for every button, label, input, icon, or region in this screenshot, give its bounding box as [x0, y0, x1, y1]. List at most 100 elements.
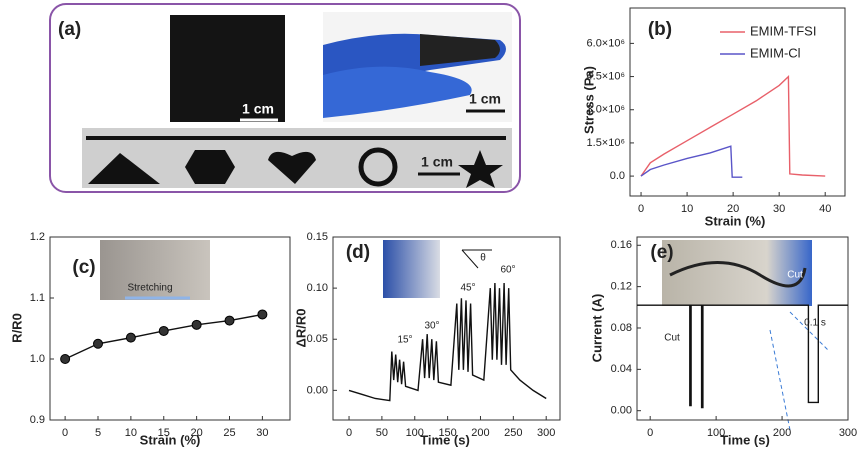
plot-frame [49, 236, 291, 421]
x-tick-label: 40 [819, 203, 831, 215]
annotation: Cut [787, 270, 803, 281]
y-axis-title: ΔR/R0 [293, 309, 308, 348]
annotation: 15° [397, 335, 412, 346]
x-tick-label: 200 [471, 427, 489, 439]
legend-label: EMIM-TFSI [750, 23, 816, 38]
inset-photo [100, 240, 210, 300]
y-tick-label: 6.0×10⁶ [587, 37, 625, 49]
panel-label: (e) [650, 242, 673, 263]
x-tick-label: 15 [158, 427, 170, 439]
y-tick-label: 0.9 [30, 414, 45, 426]
x-tick-label: 0 [647, 427, 653, 439]
inset-photo [662, 240, 812, 306]
y-tick-label: 1.0 [30, 353, 45, 365]
legend-label: EMIM-Cl [750, 45, 801, 60]
y-tick-label: 0.00 [611, 405, 632, 417]
shape [268, 151, 316, 184]
x-tick-label: 20 [727, 203, 739, 215]
x-tick-label: 10 [681, 203, 693, 215]
zoom-line [789, 311, 829, 351]
shape [358, 147, 398, 187]
panel-label: (b) [648, 19, 672, 40]
x-axis-title: Time (s) [720, 432, 770, 447]
annotation: 60° [500, 265, 515, 276]
x-axis-title: Time (s) [420, 432, 470, 447]
y-tick-label: 1.2 [30, 231, 45, 243]
data-point [60, 354, 71, 364]
data-line [637, 304, 848, 409]
x-tick-label: 50 [376, 427, 388, 439]
data-line [640, 145, 743, 178]
x-tick-label: 150 [438, 427, 456, 439]
data-point [158, 325, 169, 336]
y-tick-label: 0.08 [611, 322, 632, 334]
annotation: Stretching [127, 283, 172, 294]
y-tick-label: 0.0 [610, 170, 625, 182]
panel-label: (a) [58, 19, 81, 40]
data-point [257, 309, 268, 320]
plot-frame [332, 236, 561, 421]
inset-photo [383, 240, 440, 298]
y-tick-label: 0.15 [307, 231, 328, 243]
y-tick-label: 0.05 [307, 333, 328, 345]
x-axis-title: Strain (%) [140, 432, 201, 447]
x-tick-label: 200 [773, 427, 791, 439]
annotation: Cut [664, 333, 680, 344]
annotation: θ [480, 253, 486, 264]
data-line [348, 282, 547, 402]
y-axis-title: Current (A) [589, 294, 604, 363]
data-point [224, 315, 235, 326]
y-tick-label: 0.10 [307, 282, 328, 294]
x-tick-label: 0 [638, 203, 644, 215]
x-tick-label: 100 [707, 427, 725, 439]
scale-label: 1 cm [421, 154, 453, 170]
data-line [640, 74, 826, 177]
x-tick-label: 30 [773, 203, 785, 215]
shape [458, 150, 503, 188]
shape [185, 150, 235, 184]
data-point [191, 319, 202, 330]
x-tick-label: 10 [125, 427, 137, 439]
data-point [93, 338, 103, 349]
x-tick-label: 5 [95, 427, 101, 439]
annotation: 0.1 s [804, 318, 826, 329]
x-tick-label: 25 [223, 427, 235, 439]
scale-label: 1 cm [242, 101, 274, 117]
plot-frame [629, 7, 846, 197]
glove [323, 66, 472, 118]
x-axis-title: Strain (%) [705, 213, 766, 228]
x-tick-label: 300 [839, 427, 857, 439]
x-tick-label: 250 [504, 427, 522, 439]
x-tick-label: 30 [256, 427, 268, 439]
y-tick-label: 0.16 [611, 239, 632, 251]
y-tick-label: 0.12 [611, 281, 632, 293]
panel-label: (c) [72, 257, 95, 278]
sensor-film [420, 34, 500, 66]
y-tick-label: 1.5×10⁶ [587, 137, 625, 149]
zoom-line [769, 329, 791, 431]
panel-label: (d) [346, 242, 370, 263]
x-tick-label: 0 [346, 427, 352, 439]
annotation: 45° [460, 283, 475, 294]
y-tick-label: 0.04 [611, 363, 632, 375]
plot-frame [636, 236, 849, 421]
shape [88, 153, 160, 184]
annotation: 30° [424, 321, 439, 332]
data-point [125, 332, 136, 343]
y-axis-title: R/R0 [9, 313, 24, 343]
cable [669, 261, 807, 288]
scale-label: 1 cm [469, 91, 501, 107]
angle-line [461, 249, 479, 269]
x-tick-label: 100 [406, 427, 424, 439]
y-tick-label: 4.5×10⁶ [587, 70, 625, 82]
y-axis-title: Stress (Pa) [581, 66, 596, 134]
y-tick-label: 3.0×10⁶ [587, 104, 625, 116]
x-tick-label: 300 [537, 427, 555, 439]
y-tick-label: 0.00 [307, 384, 328, 396]
photo-film [170, 15, 285, 122]
y-tick-label: 1.1 [30, 292, 45, 304]
x-tick-label: 20 [191, 427, 203, 439]
x-tick-label: 0 [62, 427, 68, 439]
strip [86, 136, 506, 140]
